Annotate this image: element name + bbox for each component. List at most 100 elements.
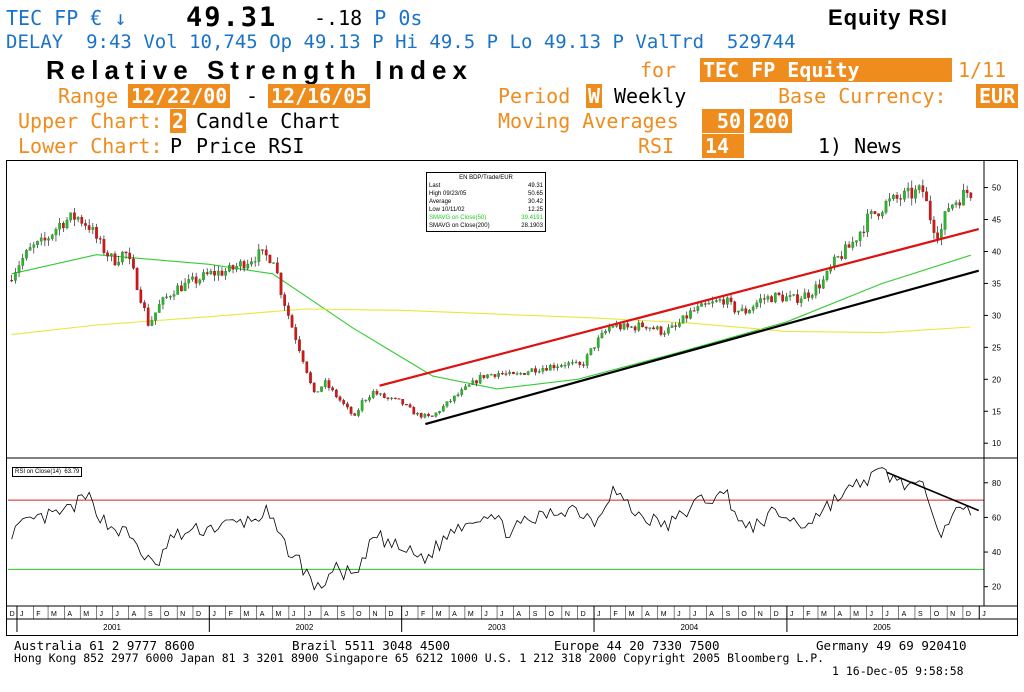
news-link[interactable]: 1) News bbox=[818, 134, 903, 158]
candle-body bbox=[508, 371, 512, 374]
candle-body bbox=[762, 298, 766, 300]
candle bbox=[438, 410, 441, 415]
candle-body bbox=[962, 189, 965, 206]
candle bbox=[537, 368, 541, 374]
candle-body bbox=[585, 354, 589, 366]
candle-body bbox=[803, 292, 807, 299]
price-arrow-icon: ↓ bbox=[114, 6, 127, 30]
candle bbox=[655, 325, 659, 331]
lower-chart-code[interactable]: P bbox=[170, 134, 183, 158]
period-code-field[interactable]: W bbox=[586, 84, 603, 108]
candle bbox=[382, 392, 386, 399]
candle-body bbox=[371, 391, 375, 398]
month-label: A bbox=[837, 611, 842, 618]
change-value: -.18 bbox=[314, 6, 363, 30]
candle-body bbox=[87, 225, 91, 230]
candle bbox=[165, 293, 168, 299]
month-label: J bbox=[790, 611, 794, 618]
candle-body bbox=[770, 296, 773, 303]
candle-body bbox=[272, 262, 275, 264]
candle-body bbox=[157, 304, 161, 313]
candle bbox=[563, 362, 567, 369]
candle bbox=[132, 254, 135, 270]
ma-1-field[interactable]: 50 bbox=[702, 109, 744, 133]
period-value: Weekly bbox=[614, 84, 687, 108]
month-label: J bbox=[982, 611, 986, 618]
candle-body bbox=[220, 270, 224, 276]
candle bbox=[851, 236, 855, 251]
candle-body bbox=[390, 397, 394, 399]
candle bbox=[287, 302, 290, 320]
candle bbox=[571, 359, 574, 366]
candle bbox=[884, 199, 888, 215]
candle bbox=[663, 330, 666, 338]
vol-label: Vol bbox=[143, 31, 178, 53]
candle-body bbox=[257, 249, 261, 262]
candle-body bbox=[818, 284, 821, 289]
candle bbox=[552, 362, 556, 371]
rsi-legend-value: 63.79 bbox=[64, 469, 80, 475]
candle bbox=[268, 254, 272, 264]
candle bbox=[526, 370, 530, 376]
lower-chart-value: Price RSI bbox=[196, 134, 305, 158]
candle-body bbox=[323, 380, 327, 387]
range-start-field[interactable]: 12/22/00 bbox=[128, 84, 231, 108]
candle bbox=[958, 199, 962, 209]
candle bbox=[954, 200, 958, 208]
candle bbox=[700, 302, 703, 307]
low-label: Lo bbox=[509, 31, 533, 53]
candle-body bbox=[239, 261, 242, 267]
legend-row-value: 28.1903 bbox=[521, 223, 543, 229]
candle bbox=[445, 401, 449, 408]
base-currency-field[interactable]: EUR bbox=[976, 84, 1019, 108]
year-label: 2002 bbox=[295, 623, 313, 632]
month-label: A bbox=[67, 611, 72, 618]
candle bbox=[323, 378, 327, 390]
candle bbox=[906, 182, 910, 199]
upper-chart-code-field[interactable]: 2 bbox=[170, 109, 187, 133]
candle bbox=[368, 394, 371, 403]
candle-body bbox=[84, 223, 87, 226]
candle-body bbox=[567, 362, 571, 366]
candle bbox=[928, 195, 932, 225]
candle-body bbox=[729, 297, 733, 302]
range-end-field[interactable]: 12/16/05 bbox=[268, 84, 371, 108]
candle bbox=[770, 294, 773, 303]
currency-symbol: € bbox=[90, 6, 103, 30]
candle-body bbox=[630, 326, 633, 328]
month-label: O bbox=[741, 611, 747, 618]
candle-body bbox=[951, 204, 954, 209]
candle-body bbox=[143, 302, 146, 309]
candle bbox=[726, 296, 729, 309]
candle bbox=[257, 243, 261, 266]
candle-body bbox=[124, 251, 128, 254]
candle-body bbox=[338, 396, 342, 401]
candle bbox=[283, 292, 287, 311]
candle-body bbox=[917, 185, 921, 190]
candle bbox=[102, 235, 106, 256]
candle-body bbox=[766, 296, 770, 300]
candle-body bbox=[375, 391, 379, 395]
ma-2-field[interactable]: 200 bbox=[750, 109, 793, 133]
candle bbox=[98, 235, 102, 244]
candle bbox=[497, 370, 500, 380]
security-field[interactable]: TEC FP Equity bbox=[700, 58, 952, 82]
candle bbox=[508, 369, 512, 376]
candle bbox=[799, 295, 803, 307]
month-label: J bbox=[292, 611, 296, 618]
candle bbox=[28, 242, 32, 251]
ticker[interactable]: TEC FP bbox=[6, 6, 79, 30]
candle-body bbox=[737, 310, 740, 313]
candle-body bbox=[862, 231, 866, 233]
candle bbox=[475, 379, 478, 387]
volume: 10,745 bbox=[189, 31, 258, 53]
candle bbox=[272, 262, 275, 264]
legend-row: Average 30.42 bbox=[429, 198, 543, 206]
rsi-period-field[interactable]: 14 bbox=[702, 134, 744, 158]
candle bbox=[467, 384, 471, 387]
candle-body bbox=[47, 238, 50, 241]
candle bbox=[530, 368, 534, 372]
open-label: Op bbox=[269, 31, 293, 53]
candle-body bbox=[408, 404, 412, 408]
candle-body bbox=[903, 190, 906, 200]
